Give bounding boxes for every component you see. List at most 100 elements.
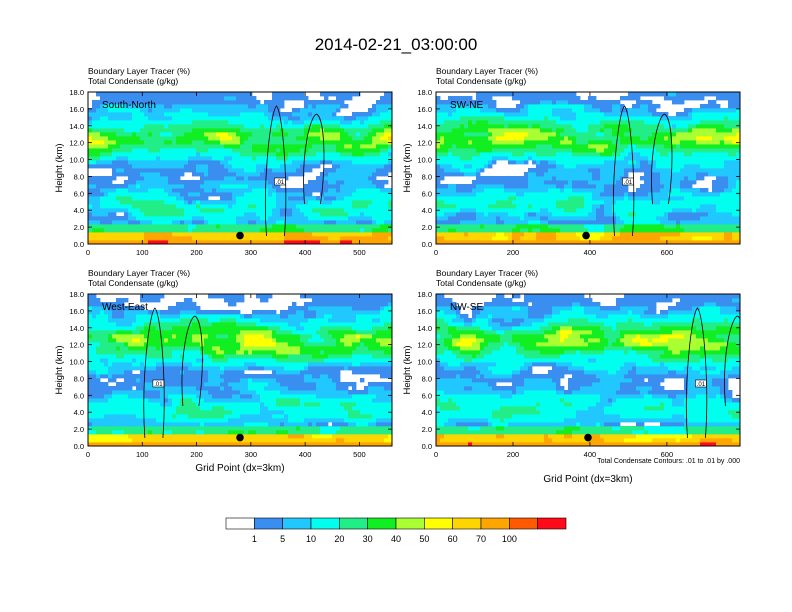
y-tick-label: 12.0 <box>69 139 84 148</box>
y-tick-label: 14.0 <box>69 324 84 333</box>
y-tick-label: 8.0 <box>422 172 432 181</box>
colorbar-swatch <box>367 517 397 530</box>
colorbar-swatch <box>480 517 510 530</box>
y-tick-label: 0.0 <box>422 442 432 451</box>
contour-label-box <box>152 379 165 388</box>
x-tick-label: 400 <box>584 248 597 257</box>
y-tick-label: 18.0 <box>417 88 432 97</box>
contour-label: .01 <box>276 180 285 186</box>
y-tick-label: 12.0 <box>69 341 84 350</box>
y-tick-label: 16.0 <box>69 105 84 114</box>
y-tick-label: 2.0 <box>74 425 84 434</box>
shaded-field <box>88 92 392 244</box>
colorbar-label: 1 <box>252 534 257 544</box>
y-tick-label: 4.0 <box>422 408 432 417</box>
y-axis-label: Height (km) <box>402 143 413 192</box>
y-tick-label: 8.0 <box>422 374 432 383</box>
y-tick-label: 0.0 <box>422 240 432 249</box>
panel-subtitle-tracer: Boundary Layer Tracer (%) <box>88 268 190 278</box>
y-tick-label: 18.0 <box>69 290 84 299</box>
x-tick-label: 600 <box>661 450 674 459</box>
colorbar-label: 70 <box>476 534 486 544</box>
x-tick-label: 0 <box>434 248 438 257</box>
x-tick-label: 300 <box>245 248 258 257</box>
y-tick-label: 14.0 <box>69 122 84 131</box>
location-marker <box>236 433 244 442</box>
y-tick-label: 14.0 <box>417 324 432 333</box>
condensate-contour <box>651 113 673 205</box>
x-tick-label: 500 <box>353 450 366 459</box>
panel-subtitle-condensate: Total Condensate (g/kg) <box>436 278 526 288</box>
y-tick-label: 8.0 <box>74 172 84 181</box>
colorbar-label: 10 <box>306 534 316 544</box>
y-axis-label: Height (km) <box>402 345 413 394</box>
panel-subtitle-tracer: Boundary Layer Tracer (%) <box>436 268 538 278</box>
y-tick-label: 6.0 <box>422 189 432 198</box>
x-tick-label: 100 <box>136 248 149 257</box>
y-tick-label: 6.0 <box>74 391 84 400</box>
panel-subtitle-condensate: Total Condensate (g/kg) <box>88 278 178 288</box>
x-tick-label: 200 <box>507 248 520 257</box>
y-tick-label: 18.0 <box>417 290 432 299</box>
colorbar-swatch <box>424 517 453 530</box>
panel-label: SW-NE <box>450 100 483 111</box>
plot-frame <box>435 91 741 245</box>
y-tick-label: 6.0 <box>422 391 432 400</box>
colorbar-label: 50 <box>419 534 429 544</box>
x-axis-label: Grid Point (dx=3km) <box>543 474 632 485</box>
condensate-contour <box>724 315 740 407</box>
y-tick-label: 8.0 <box>74 374 84 383</box>
x-tick-label: 500 <box>353 248 366 257</box>
panel-label: NW-SE <box>450 302 483 313</box>
x-tick-label: 400 <box>299 450 312 459</box>
x-tick-label: 400 <box>584 450 597 459</box>
y-tick-label: 10.0 <box>69 358 84 367</box>
shaded-field <box>88 294 392 446</box>
figure-title: 2014-02-21_03:00:00 <box>315 35 478 54</box>
x-tick-label: 400 <box>299 248 312 257</box>
shaded-field <box>436 92 740 244</box>
x-axis-label: Grid Point (dx=3km) <box>195 463 284 474</box>
y-tick-label: 0.0 <box>74 442 84 451</box>
colorbar-label: 40 <box>391 534 401 544</box>
plot-frame <box>87 293 393 447</box>
x-tick-label: 200 <box>190 248 203 257</box>
y-tick-label: 12.0 <box>417 139 432 148</box>
colorbar: 1 5 10 20 30 40 50 60 70 100 <box>225 517 567 544</box>
y-tick-label: 2.0 <box>422 223 432 232</box>
location-marker <box>236 231 244 240</box>
y-tick-label: 2.0 <box>422 425 432 434</box>
y-tick-label: 10.0 <box>417 156 432 165</box>
contour-label-box <box>695 379 707 388</box>
colorbar-label: 20 <box>334 534 344 544</box>
contour-label-box <box>622 177 634 186</box>
panel-south-north: Boundary Layer Tracer (%)Total Condensat… <box>54 66 393 257</box>
panel-subtitle-condensate: Total Condensate (g/kg) <box>436 76 526 86</box>
panel-nw-se: Boundary Layer Tracer (%)Total Condensat… <box>402 268 741 485</box>
y-tick-label: 10.0 <box>417 358 432 367</box>
y-tick-label: 16.0 <box>417 307 432 316</box>
location-marker <box>584 433 592 442</box>
colorbar-swatch <box>339 517 368 530</box>
condensate-contour <box>303 113 325 205</box>
x-tick-label: 600 <box>661 248 674 257</box>
x-tick-label: 0 <box>86 248 90 257</box>
panel-west-east: Boundary Layer Tracer (%)Total Condensat… <box>54 268 393 474</box>
plot-frame <box>435 293 741 447</box>
panel-subtitle-condensate: Total Condensate (g/kg) <box>88 76 178 86</box>
x-tick-label: 300 <box>245 450 258 459</box>
panel-sw-ne: Boundary Layer Tracer (%)Total Condensat… <box>402 66 741 257</box>
y-tick-label: 16.0 <box>417 105 432 114</box>
colorbar-swatch <box>509 517 538 530</box>
panel-label: West-East <box>102 302 148 313</box>
x-tick-label: 0 <box>86 450 90 459</box>
colorbar-swatch <box>282 517 312 530</box>
y-tick-label: 18.0 <box>69 88 84 97</box>
y-tick-label: 6.0 <box>74 189 84 198</box>
y-tick-label: 2.0 <box>74 223 84 232</box>
condensate-contour <box>181 315 203 407</box>
x-tick-label: 200 <box>507 450 520 459</box>
colorbar-swatch <box>395 517 425 530</box>
colorbar-label: 30 <box>363 534 373 544</box>
